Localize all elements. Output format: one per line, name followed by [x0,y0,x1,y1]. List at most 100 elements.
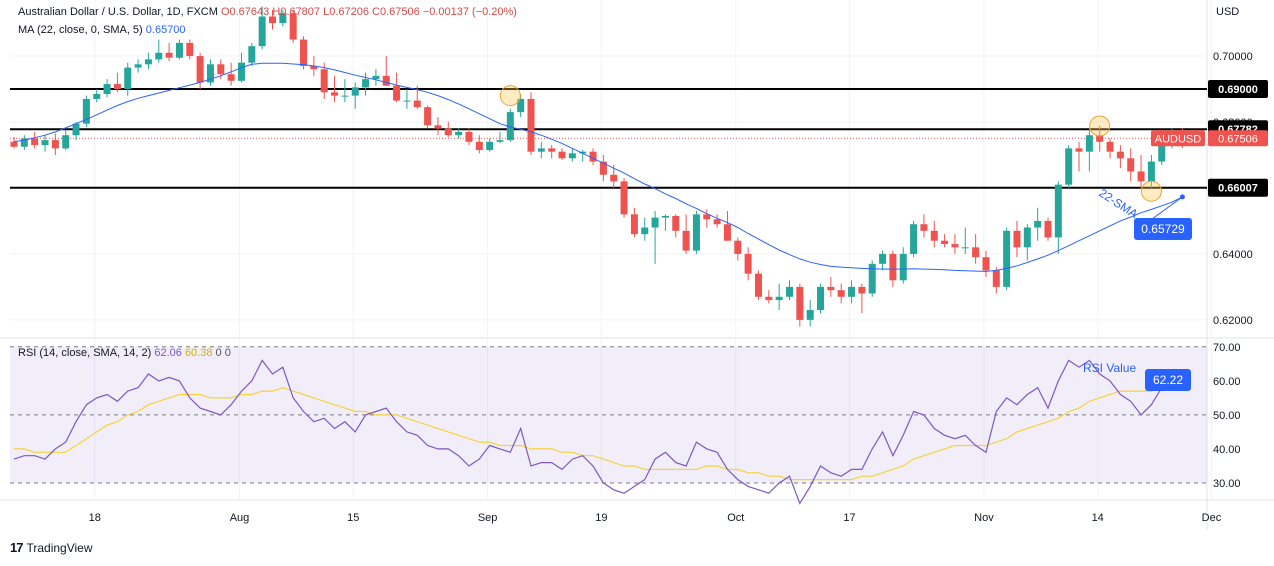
candle-body [786,286,793,297]
brand-name: TradingView [26,540,93,555]
candle-body [1147,161,1155,182]
candle-body [930,230,938,241]
highlight-circle [1140,180,1162,202]
candle-body [506,112,514,141]
candle-body [1065,148,1073,185]
time-tick-label: Aug [230,512,250,524]
candle-body [910,224,918,254]
candle-body [196,56,204,83]
candle-body [72,123,80,136]
rsi-value-label: 62.22 [1153,373,1183,387]
candles [10,6,1186,327]
time-tick-label: 19 [595,512,607,524]
time-tick-label: 14 [1092,512,1104,524]
candle-body [796,286,804,320]
candle-body [134,64,142,68]
candle-body [227,74,235,81]
sma-label: 22-SMA [1096,186,1140,221]
time-tick-label: Sep [478,512,498,524]
sma-22-line [13,62,1183,272]
candle-body [186,42,194,57]
candle-body [1085,135,1093,152]
candle-body [424,107,432,126]
highlight-circle [499,85,521,107]
candle-body [568,153,576,159]
time-tick-label: 15 [347,512,359,524]
rsi-tick-label: 40.00 [1213,444,1241,456]
candle-body [961,247,969,249]
symbol-badge-label: AUDUSD [1155,133,1202,145]
candle-body [527,98,535,152]
candle-body [827,286,835,291]
ma-legend: MA (22, close, 0, SMA, 5) 0.65700 [18,24,186,36]
candle-body [465,131,473,142]
candle-body [486,141,494,151]
support-resistance-levels [10,88,1207,189]
rsi-value-badge [1145,369,1191,391]
candle-body [475,141,483,151]
candle-body [972,247,980,258]
candle-body [351,87,359,96]
rsi-panel: RSI Value 62.22 [10,346,1207,505]
candle-body [879,253,887,264]
candle-body [920,224,928,231]
candle-body [248,46,256,63]
candle-body [1054,184,1062,238]
time-tick-label: Nov [974,512,994,524]
candle-body [124,67,132,90]
last-price-badge [1208,130,1268,147]
candle-body [289,13,297,40]
time-tick-label: Dec [1202,512,1222,524]
candle-body [331,92,339,96]
tradingview-brand[interactable]: 17 TradingView [10,540,93,555]
candle-body [93,93,101,99]
candle-body [41,140,49,146]
candle-body [372,75,380,80]
candle-body [413,100,421,108]
level-badge-label: 0.66007 [1218,183,1258,195]
candle-body [651,217,659,228]
candle-body [1075,148,1083,152]
candle-body [1044,220,1052,238]
candle-body [992,270,1000,287]
candle-body [362,79,370,88]
candle-body [837,290,845,297]
ohlc-values: O0.67643 H0.67807 L0.67206 C0.67506 −0.0… [220,6,517,18]
candle-body [775,296,783,301]
candle-body [1013,230,1021,248]
candle-body [310,65,318,70]
candle-body [941,240,949,245]
candle-body [672,215,680,231]
candle-body [899,253,907,281]
rsi-sma-value: 60.38 [184,347,213,359]
candle-body [682,230,690,251]
candle-body [889,253,897,281]
candle-body [31,138,39,146]
candle-body [548,148,556,152]
time-tick-label: 17 [843,512,855,524]
time-tick-label: Oct [727,512,744,524]
candle-body [496,140,504,142]
candle-body [341,95,349,97]
rsi-tick-label: 50.00 [1213,410,1241,422]
candle-body [630,214,638,235]
candle-body [155,52,163,60]
candle-body [113,84,121,90]
candle-body [1096,135,1104,142]
rsi-settings: RSI (14, close, SMA, 14, 2) [18,347,152,359]
currency-label: USD [1216,6,1240,18]
rsi-annotation-label: RSI Value [1083,361,1136,375]
candle-body [393,85,401,101]
level-badge-label: 0.69000 [1218,84,1258,96]
last-price-label: 0.67506 [1218,133,1258,145]
candle-body [951,244,959,248]
candle-body [692,214,700,251]
candle-body [382,75,390,86]
chart-legend: Australian Dollar / U.S. Dollar, 1D, FXC… [18,6,517,18]
candle-body [165,52,173,58]
candle-body [734,240,742,254]
candle-body [1106,141,1114,152]
symbol-badge [1151,130,1205,147]
